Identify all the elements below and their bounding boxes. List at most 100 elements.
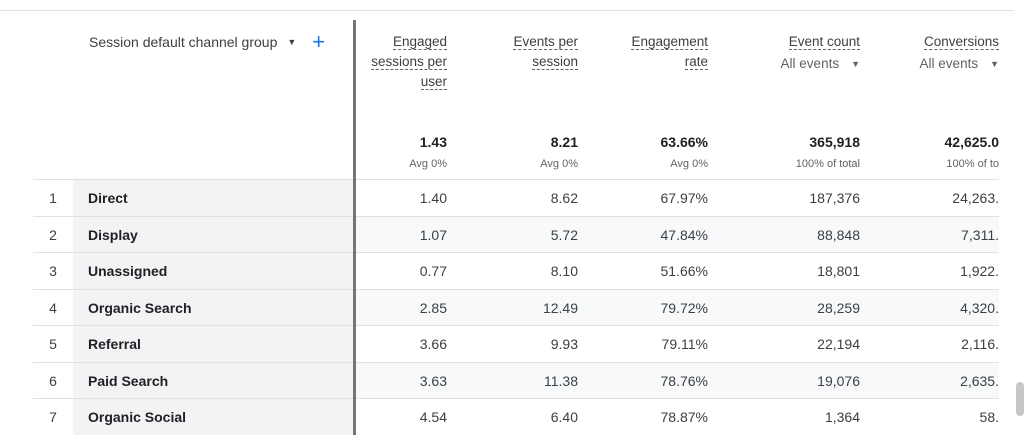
metric-total-3: 365,918 100% of total [720,134,860,170]
metric-title[interactable]: sessions per [371,54,447,70]
metric-cell: 22,194 [817,336,860,352]
metric-cell: 9.93 [550,336,578,352]
metric-total-0: 1.43 Avg 0% [327,134,447,170]
metric-title[interactable]: Event count [788,34,860,50]
add-dimension-button[interactable]: + [312,29,326,54]
metric-cell: 4.54 [419,409,447,425]
row-rank: 4 [49,299,57,316]
metric-cell: 3.66 [419,336,447,352]
dimension-cell: Referral [73,326,353,362]
page-edge [1014,0,1024,440]
metric-cell: 24,263. [952,190,999,206]
metric-title[interactable]: Conversions [923,34,999,50]
dimension-cell: Direct [73,180,353,216]
channel-name: Referral [88,336,141,352]
row-rank: 5 [49,336,57,352]
metric-header-1: Events per session [458,32,578,72]
total-note: Avg 0% [409,158,447,170]
metric-cell: 6.40 [550,409,578,425]
metric-event-selector[interactable]: All events ▼ [720,54,860,74]
dimension-cell: Paid Search [73,362,353,399]
row-stripe [356,289,999,326]
total-value: 1.43 [419,134,447,150]
caret-down-icon: ▼ [851,59,860,69]
channel-name: Organic Social [88,409,187,425]
row-rank: 7 [49,409,57,425]
total-note: Avg 0% [540,158,578,170]
metric-header-2: Engagement rate [588,32,708,72]
metric-title[interactable]: Events per [513,34,578,50]
metric-cell: 2.85 [419,299,447,316]
caret-down-icon: ▼ [287,37,297,47]
metric-header-3: Event count All events ▼ [720,32,860,74]
metric-event-selector[interactable]: All events ▼ [859,54,999,74]
metric-cell: 78.87% [660,409,708,425]
metric-cell: 1.07 [419,226,447,243]
channel-name: Paid Search [88,372,169,389]
metric-title[interactable]: Engaged [392,34,447,50]
dimension-column-separator[interactable] [353,20,356,435]
metric-total-4: 42,625.0 100% of to [859,134,1000,170]
metric-cell: 28,259 [817,299,860,316]
caret-down-icon: ▼ [990,59,999,69]
dimension-header: Session default channel group ▼ + [89,29,326,54]
metric-cell: 7,311. [961,226,999,243]
metric-cell: 1.40 [419,190,447,206]
metric-subtitle: All events [780,56,840,71]
metric-title[interactable]: rate [684,54,708,70]
metric-cell: 18,801 [817,263,860,279]
metric-header-4: Conversions All events ▼ [859,32,999,74]
table-row[interactable]: 4 Organic Search 2.85 12.49 79.72% 28,259 4,32… [33,288,999,326]
table-row[interactable]: 5 Referral 3.66 9.93 79.11% 22,194 2,116. [33,325,999,362]
metric-cell: 8.62 [550,190,578,206]
metric-cell: 67.97% [660,190,708,206]
metric-title[interactable]: session [532,54,578,70]
row-rank: 6 [49,372,57,389]
metric-total-1: 8.21 Avg 0% [458,134,578,170]
metric-total-2: 63.66% Avg 0% [588,134,708,170]
table-row[interactable]: 3 Unassigned 0.77 8.10 51.66% 18,801 1,922. [33,252,999,289]
total-value: 42,625.0 [944,134,1000,150]
row-stripe [356,362,999,399]
metric-cell: 79.72% [660,299,708,316]
table-row[interactable]: 1 Direct 1.40 8.62 67.97% 187,376 24,263. [33,179,999,216]
metric-cell: 11.38 [544,372,578,389]
metric-cell: 5.72 [550,226,578,243]
metric-cell: 3.63 [419,372,447,389]
metric-cell: 47.84% [660,226,708,243]
channel-name: Display [88,226,138,243]
metric-cell: 2,635. [960,372,999,389]
metric-cell: 79.11% [661,336,708,352]
total-note: 100% of total [795,158,860,170]
metric-cell: 1,922. [960,263,999,279]
metric-subtitle: All events [919,56,979,71]
total-value: 365,918 [809,134,860,150]
row-rank: 2 [49,226,57,243]
metric-cell: 58. [979,409,999,425]
total-note: 100% of to [946,158,999,170]
row-rank: 3 [49,263,57,279]
table-row[interactable]: 2 Display 1.07 5.72 47.84% 88,848 7,311. [33,215,999,253]
metric-header-0: Engaged sessions per user [327,32,447,92]
channel-name: Unassigned [88,263,168,279]
dimension-cell: Unassigned [73,253,353,289]
table-row[interactable]: 6 Paid Search 3.63 11.38 78.76% 19,076 2,635. [33,361,999,399]
row-rank: 1 [49,190,57,206]
metric-cell: 187,376 [809,190,860,206]
dimension-cell: Organic Social [73,399,353,435]
metric-cell: 12.49 [542,299,578,316]
table-row[interactable]: 7 Organic Social 4.54 6.40 78.87% 1,364 58. [33,398,999,435]
dimension-cell: Organic Search [73,289,353,326]
scrollbar-thumb[interactable] [1016,382,1024,416]
dimension-label: Session default channel group [89,34,278,50]
metric-cell: 1,364 [824,409,860,425]
metric-title[interactable]: user [420,74,447,90]
metric-title[interactable]: Engagement [631,34,708,50]
dimension-selector[interactable]: Session default channel group ▼ [89,34,296,50]
top-divider [0,10,1024,11]
total-value: 8.21 [550,134,578,150]
report-table: Session default channel group ▼ + Engage… [33,20,999,440]
channel-name: Organic Search [88,299,192,316]
metric-cell: 2,116. [961,336,999,352]
dimension-cell: Display [73,216,353,253]
